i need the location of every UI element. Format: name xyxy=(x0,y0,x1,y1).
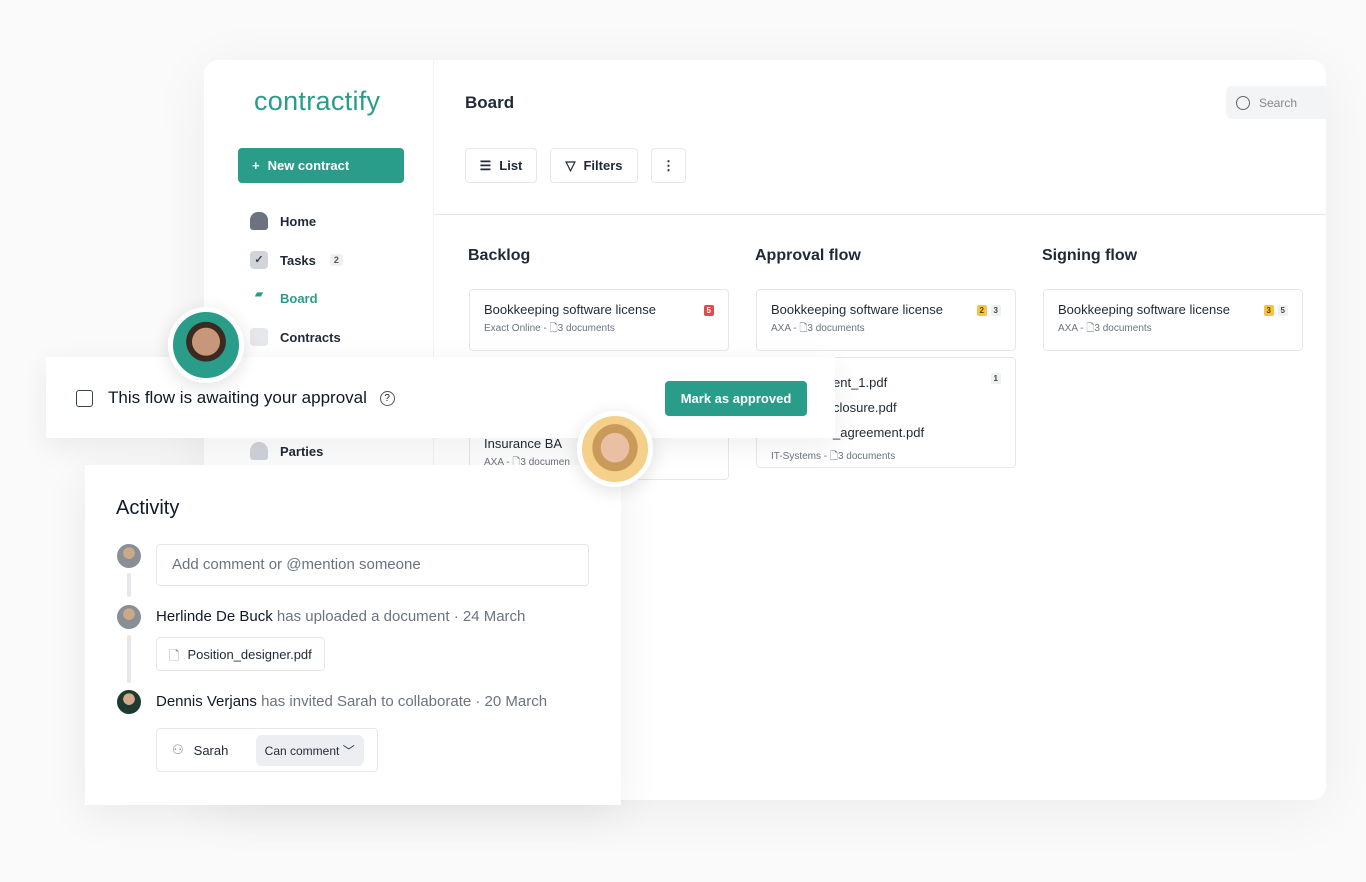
approval-checkbox[interactable] xyxy=(76,390,93,407)
card-badge: 3 xyxy=(990,305,1001,316)
list-icon: ☰ xyxy=(479,157,492,173)
people-icon xyxy=(250,442,268,460)
file-name: _agreement.pdf xyxy=(833,425,925,440)
document-icon: 🗋 xyxy=(549,323,558,334)
search-icon xyxy=(1236,95,1250,110)
sidebar-item-tasks[interactable]: ✓ Tasks 2 xyxy=(250,251,343,269)
document-icon: 🗋 xyxy=(1086,323,1095,334)
tasks-badge: 2 xyxy=(329,254,343,266)
comment-input[interactable]: Add comment or @mention someone xyxy=(156,544,589,586)
column-title-approval: Approval flow xyxy=(755,247,861,264)
contract-card[interactable]: Bookkeeping software license Exact Onlin… xyxy=(469,289,729,351)
document-icon xyxy=(250,328,268,346)
approval-bar: This flow is awaiting your approval ? Ma… xyxy=(46,357,835,438)
user-avatar-man xyxy=(168,307,244,383)
activity-title: Activity xyxy=(116,497,180,519)
card-badge: 3 xyxy=(1263,305,1274,316)
sidebar-item-parties[interactable]: Parties xyxy=(250,442,323,460)
sidebar-item-home[interactable]: Home xyxy=(250,212,316,230)
more-options-button[interactable]: ⋮ xyxy=(651,148,686,183)
document-icon: 🗋 xyxy=(799,323,808,334)
user-name: Dennis Verjans xyxy=(156,693,257,710)
logo: contractify xyxy=(254,86,381,116)
document-icon: 🗋 xyxy=(829,451,838,462)
add-user-icon: ⚇ xyxy=(172,742,184,757)
card-badge: 1 xyxy=(990,373,1001,384)
file-icon: 🗋 xyxy=(169,648,180,663)
sidebar-item-board[interactable]: ▰ Board xyxy=(250,289,317,307)
avatar xyxy=(117,605,141,629)
list-view-button[interactable]: ☰ List xyxy=(465,148,537,183)
user-name: Herlinde De Buck xyxy=(156,608,273,625)
help-icon: ? xyxy=(379,391,395,406)
board-icon: ▰ xyxy=(255,289,263,300)
user-avatar-woman xyxy=(577,411,653,487)
filter-icon: ▽ xyxy=(565,157,576,173)
plus-icon: + xyxy=(252,158,260,173)
column-title-backlog: Backlog xyxy=(468,247,531,264)
search-input[interactable]: Search xyxy=(1226,86,1326,119)
avatar xyxy=(117,690,141,714)
contract-card[interactable]: Bookkeeping software license AXA - 🗋3 do… xyxy=(1043,289,1303,351)
approval-text: This flow is awaiting your approval xyxy=(108,388,367,407)
timeline-line xyxy=(127,573,131,597)
file-name: ent_1.pdf xyxy=(833,375,888,390)
divider xyxy=(434,214,1326,215)
home-icon xyxy=(250,212,268,230)
permission-dropdown[interactable]: Can comment ﹀ xyxy=(255,734,364,766)
filters-button[interactable]: ▽ Filters xyxy=(550,148,638,183)
column-title-signing: Signing flow xyxy=(1042,247,1138,264)
mark-as-approved-button[interactable]: Mark as approved xyxy=(665,381,807,416)
contract-card[interactable]: Bookkeeping software license AXA - 🗋3 do… xyxy=(756,289,1016,351)
file-attachment[interactable]: 🗋 Position_designer.pdf xyxy=(156,637,325,671)
chevron-down-icon: ﹀ xyxy=(342,743,355,758)
new-contract-button[interactable]: + New contract xyxy=(238,148,404,183)
invite-row: ⚇ Sarah Can comment ﹀ xyxy=(156,728,378,772)
page-title: Board xyxy=(465,93,515,112)
card-badge: 5 xyxy=(1277,305,1288,316)
card-badge: 2 xyxy=(976,305,987,316)
file-name: closure.pdf xyxy=(833,400,897,415)
more-vertical-icon: ⋮ xyxy=(662,157,675,173)
card-badge: 5 xyxy=(703,305,714,316)
sidebar-item-contracts[interactable]: Contracts xyxy=(250,328,341,346)
avatar xyxy=(117,544,141,568)
check-icon: ✓ xyxy=(250,251,268,269)
document-icon: 🗋 xyxy=(512,457,521,468)
timeline-line xyxy=(127,635,131,683)
activity-panel: Activity Add comment or @mention someone… xyxy=(85,465,621,805)
